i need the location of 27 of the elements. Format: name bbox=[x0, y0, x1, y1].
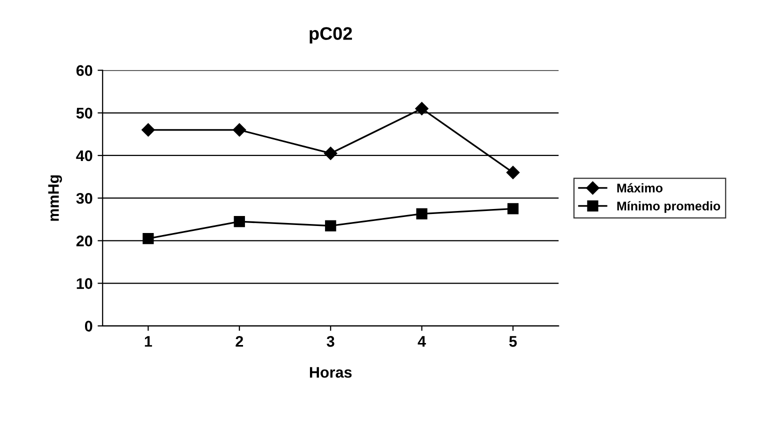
point bbox=[325, 220, 336, 232]
legend-label: Mínimo promedio bbox=[617, 201, 720, 213]
x-axis-title: Horas bbox=[310, 367, 352, 378]
y-tick-label: 30 bbox=[76, 192, 92, 204]
point bbox=[506, 166, 520, 180]
point bbox=[142, 233, 154, 244]
legend-label: Máximo bbox=[617, 183, 663, 192]
y-tick-label: 50 bbox=[76, 108, 92, 119]
x-tick-label: 3 bbox=[326, 336, 334, 347]
y-tick-label: 0 bbox=[84, 320, 92, 332]
x-tick-label: 4 bbox=[418, 336, 426, 347]
chart-title: pC02 bbox=[310, 27, 352, 44]
point bbox=[324, 146, 338, 160]
point bbox=[142, 123, 155, 137]
y-tick-label: 10 bbox=[76, 278, 92, 289]
x-tick-label: 1 bbox=[144, 336, 152, 347]
y-tick-label: 60 bbox=[76, 65, 92, 76]
y-axis-title: mmHg bbox=[48, 175, 62, 221]
x-tick-label: 2 bbox=[236, 336, 244, 347]
point bbox=[234, 216, 245, 228]
x-tick-label: 5 bbox=[509, 336, 517, 347]
point bbox=[232, 123, 246, 137]
point bbox=[415, 102, 428, 116]
point bbox=[507, 203, 519, 214]
y-tick-label: 40 bbox=[76, 150, 92, 162]
point bbox=[416, 208, 428, 220]
y-tick-label: 20 bbox=[76, 236, 92, 246]
